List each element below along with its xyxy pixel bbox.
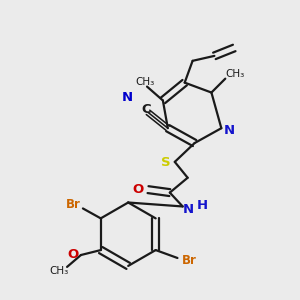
Text: H: H — [197, 199, 208, 212]
Text: N: N — [122, 91, 133, 104]
Text: O: O — [68, 248, 79, 260]
Text: C: C — [141, 103, 151, 116]
Text: CH₃: CH₃ — [135, 76, 155, 87]
Text: N: N — [183, 203, 194, 216]
Text: N: N — [224, 124, 235, 137]
Text: Br: Br — [66, 198, 80, 211]
Text: Br: Br — [182, 254, 197, 268]
Text: CH₃: CH₃ — [226, 69, 245, 79]
Text: CH₃: CH₃ — [50, 266, 69, 276]
Text: S: S — [161, 156, 171, 170]
Text: O: O — [133, 183, 144, 196]
